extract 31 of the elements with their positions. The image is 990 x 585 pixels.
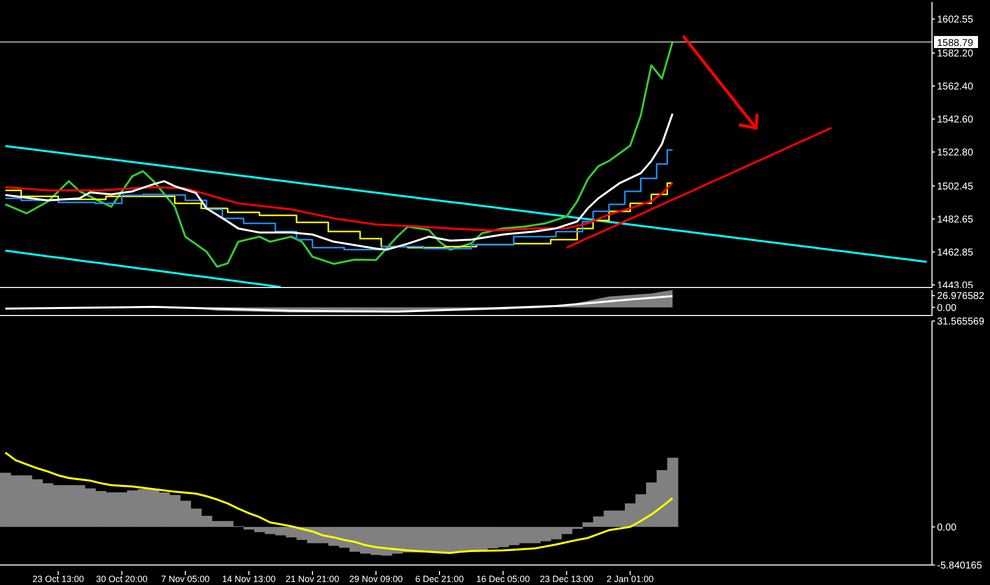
line-series (4, 452, 674, 554)
x-tick-label: 6 Dec 21:00 (415, 574, 464, 584)
x-tick-label: 16 Dec 05:00 (476, 574, 530, 584)
y-tick-label: 0.00 (937, 522, 957, 534)
y-tick-label: 1562.40 (937, 82, 974, 93)
y-tick-label: 0.00 (937, 302, 957, 314)
x-tick-label: 30 Oct 20:00 (96, 574, 148, 584)
y-tick-label: 31.565569 (937, 316, 985, 328)
ref-line-label: 1588.79 (937, 38, 974, 50)
y-tick-label: 1502.45 (937, 181, 974, 192)
x-tick-label: 14 Nov 13:00 (222, 574, 276, 584)
y-tick-label: 1462.85 (937, 247, 974, 258)
line-series (4, 41, 674, 268)
y-tick-label: 1482.65 (937, 214, 974, 226)
line-series (4, 145, 928, 263)
x-tick-label: 2 Jan 01:00 (606, 574, 654, 584)
x-tick-label: 21 Nov 21:00 (286, 574, 340, 584)
line-series (4, 182, 674, 232)
x-tick-label: 23 Dec 13:00 (540, 574, 594, 584)
x-tick-label: 23 Oct 13:00 (32, 574, 84, 584)
y-tick-label: 1582.20 (937, 48, 974, 60)
line-series (4, 250, 282, 288)
line-series (4, 112, 674, 251)
y-tick-label: 26.976582 (937, 291, 985, 302)
y-tick-label: -5.840165 (937, 560, 982, 572)
y-tick-label: 1542.60 (937, 114, 974, 126)
x-tick-label: 7 Nov 05:00 (161, 574, 210, 584)
line-series (566, 126, 832, 249)
x-tick-label: 29 Nov 09:00 (349, 574, 403, 584)
y-tick-label: 1602.55 (937, 14, 974, 26)
y-tick-label: 1522.80 (937, 148, 974, 159)
